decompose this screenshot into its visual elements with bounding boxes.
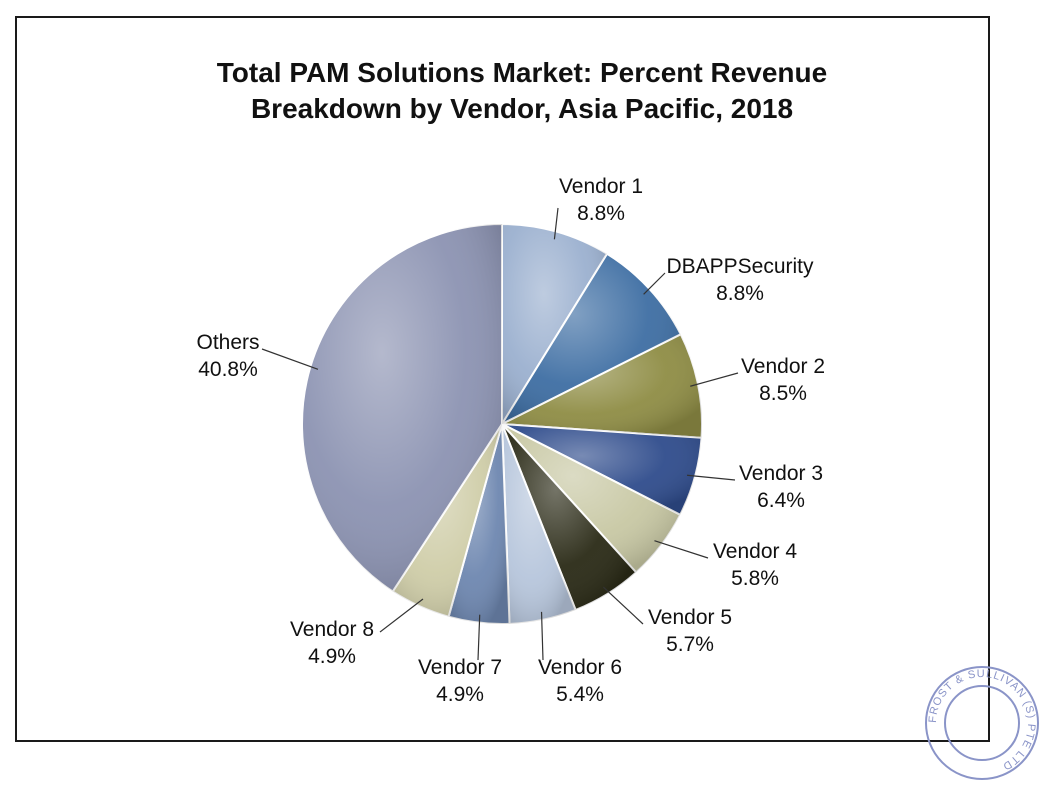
chart-title-line-1: Total PAM Solutions Market: Percent Reve… bbox=[216, 57, 828, 88]
leader-line-vendor-1 bbox=[553, 207, 559, 240]
pie-slice-shading-vendor-5 bbox=[502, 424, 637, 610]
leader-line-vendor-5 bbox=[602, 586, 644, 625]
slice-value-vendor-1: 8.8% bbox=[577, 202, 625, 225]
slice-value-dbappsecurity: 8.8% bbox=[716, 282, 764, 305]
slice-value-vendor-2: 8.5% bbox=[759, 382, 807, 405]
leader-line-vendor-3 bbox=[686, 474, 736, 481]
slice-value-vendor-7: 4.9% bbox=[436, 683, 484, 706]
slice-value-vendor-3: 6.4% bbox=[757, 489, 805, 512]
slice-label-vendor-3: Vendor 3 bbox=[739, 462, 823, 485]
pie-slice-shading-vendor-8 bbox=[392, 424, 502, 617]
slice-value-vendor-5: 5.7% bbox=[666, 633, 714, 656]
leader-line-vendor-2 bbox=[690, 372, 739, 387]
company-seal: FROST & SULLIVAN (S) PTE LTD bbox=[925, 666, 1039, 780]
slice-label-vendor-6: Vendor 6 bbox=[538, 656, 622, 679]
slice-label-vendor-7: Vendor 7 bbox=[418, 656, 502, 679]
leader-line-vendor-4 bbox=[654, 540, 709, 559]
pie-slice-shading-others bbox=[301, 224, 502, 592]
slice-label-vendor-1: Vendor 1 bbox=[559, 175, 643, 198]
pie-slice-shading-vendor-2 bbox=[502, 334, 703, 438]
pie-slice-shading-vendor-4 bbox=[502, 424, 681, 573]
slice-value-vendor-4: 5.8% bbox=[731, 567, 779, 590]
pie-slice-shading-vendor-6 bbox=[502, 424, 576, 624]
slice-value-others: 40.8% bbox=[198, 358, 258, 381]
slice-value-vendor-8: 4.9% bbox=[308, 645, 356, 668]
slice-label-vendor-2: Vendor 2 bbox=[741, 355, 825, 378]
chart-title: Total PAM Solutions Market: Percent Reve… bbox=[0, 55, 1044, 127]
leader-line-dbappsecurity bbox=[643, 272, 666, 295]
leader-line-others bbox=[261, 348, 319, 370]
leader-line-vendor-7 bbox=[477, 614, 481, 661]
slice-label-vendor-8: Vendor 8 bbox=[290, 618, 374, 641]
pie-slice-shading-vendor-1 bbox=[502, 224, 608, 424]
leader-line-vendor-6 bbox=[540, 611, 544, 661]
leader-line-vendor-8 bbox=[379, 598, 424, 633]
slice-label-dbappsecurity: DBAPPSecurity bbox=[666, 255, 814, 278]
pie-slice-shading-vendor-3 bbox=[502, 424, 702, 515]
pie-slice-shading-dbappsecurity bbox=[502, 253, 681, 424]
chart-title-line-2: Breakdown by Vendor, Asia Pacific, 2018 bbox=[250, 93, 794, 124]
slice-label-others: Others bbox=[196, 331, 259, 354]
slice-label-vendor-5: Vendor 5 bbox=[648, 606, 732, 629]
slice-label-vendor-4: Vendor 4 bbox=[713, 540, 797, 563]
slice-value-vendor-6: 5.4% bbox=[556, 683, 604, 706]
pie-slice-shading-vendor-7 bbox=[448, 424, 510, 624]
